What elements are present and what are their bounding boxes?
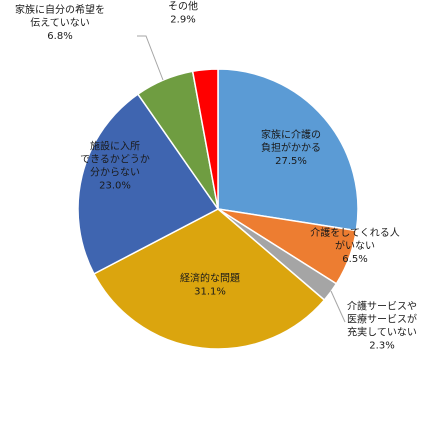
slice-label-line: 家族に自分の希望を (15, 3, 105, 16)
slice-label-line: できるかどうか (80, 154, 150, 166)
slice-value-label: 2.9% (170, 15, 195, 26)
pie-slice (191, 68, 219, 210)
leader-line (137, 35, 164, 81)
slice-label-line: 分からない (90, 167, 140, 179)
slice-value-label: 31.1% (194, 287, 226, 298)
slice-label-line: その他 (168, 0, 198, 13)
slice-value-label: 6.5% (342, 254, 367, 265)
pie-slice (77, 93, 220, 275)
pie-slice (217, 68, 359, 232)
slice-label-line: 充実していない (347, 326, 417, 339)
pie-slices (77, 68, 359, 350)
leader-lines (137, 35, 346, 323)
slice-label-line: 介護サービスや (347, 300, 417, 313)
slice-label-line: 負担がかかる (261, 141, 321, 154)
slice-label: その他 2.9% (168, 0, 198, 26)
slice-label-line: がいない (335, 239, 375, 252)
leader-line (330, 290, 346, 323)
slice-label-line: 伝えていない (30, 17, 90, 29)
slice-label-line: 医療サービスが (347, 313, 417, 326)
slice-value-label: 23.0% (99, 181, 131, 192)
slice-label-line: 施設に入所 (90, 140, 140, 153)
slice-label: 経済的な問題 31.1% (180, 272, 240, 298)
slice-label-line: 家族に介護の (261, 128, 321, 141)
slice-value-label: 6.8% (47, 31, 72, 42)
slice-label-line: 経済的な問題 (180, 272, 240, 285)
slice-value-label: 2.3% (369, 341, 394, 352)
slice-label-line: 介護をしてくれる人 (310, 226, 399, 239)
slice-value-label: 27.5% (275, 156, 307, 167)
